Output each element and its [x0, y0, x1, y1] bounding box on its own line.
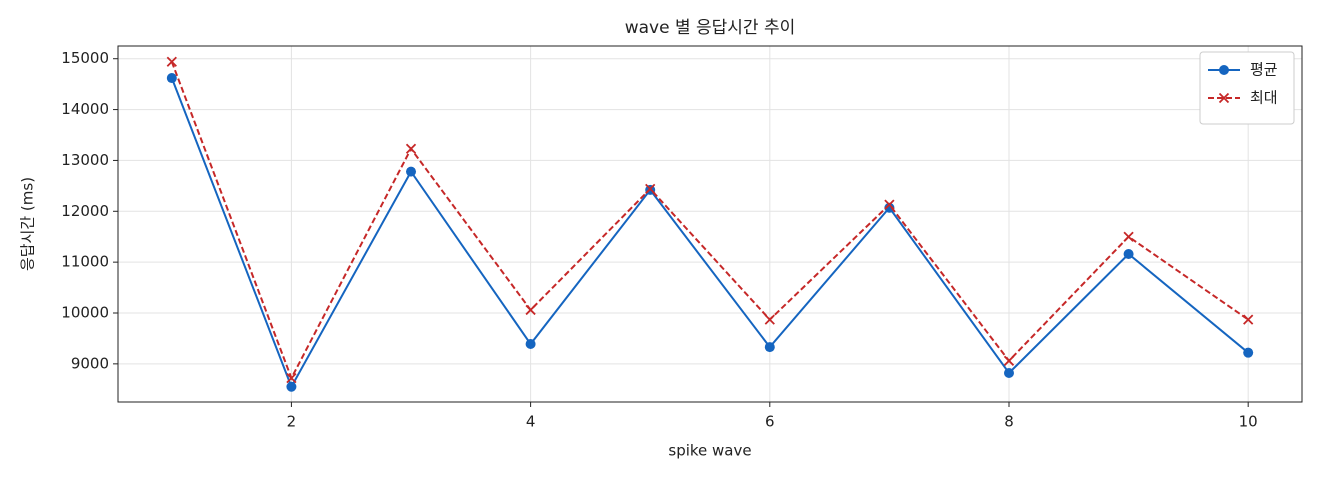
y-tick-label: 10000	[61, 304, 109, 322]
legend-marker	[1219, 65, 1229, 75]
y-axis-label: 응답시간 (ms)	[19, 177, 37, 271]
x-tick-label: 6	[765, 413, 775, 431]
legend-label: 최대	[1250, 89, 1278, 107]
data-point	[1003, 368, 1014, 379]
data-point	[884, 202, 895, 213]
data-point	[884, 199, 895, 210]
x-tick-label: 4	[526, 413, 536, 431]
data-point	[764, 342, 775, 353]
data-point	[286, 381, 297, 392]
y-tick-label: 9000	[71, 354, 109, 372]
legend-label: 평균	[1250, 61, 1278, 79]
y-tick-label: 15000	[61, 49, 109, 67]
chart-title: wave 별 응답시간 추이	[625, 18, 796, 38]
series-line	[170, 61, 1249, 381]
series-line	[170, 77, 1249, 390]
data-point	[166, 73, 177, 84]
legend-marker	[1218, 92, 1230, 104]
data-point	[645, 183, 656, 195]
data-point	[286, 372, 297, 384]
data-point	[1123, 231, 1134, 242]
data-point	[405, 143, 417, 154]
data-point	[764, 314, 775, 325]
x-axis-label: spike wave	[668, 442, 751, 460]
y-tick-label: 13000	[61, 151, 109, 169]
y-tick-label: 12000	[61, 202, 109, 220]
x-tick-label: 8	[1004, 413, 1014, 431]
x-tick-label: 10	[1239, 413, 1258, 431]
data-point	[406, 166, 417, 177]
x-tick-label: 2	[287, 413, 297, 431]
data-point	[166, 56, 177, 67]
plot-frame	[117, 45, 1303, 403]
data-point	[1243, 314, 1254, 325]
data-point	[1123, 249, 1134, 260]
legend-box	[1199, 51, 1295, 125]
data-point	[1243, 347, 1254, 358]
data-point	[1003, 355, 1015, 366]
data-point	[525, 339, 536, 350]
y-tick-label: 11000	[61, 253, 109, 271]
data-point	[525, 304, 536, 316]
y-tick-label: 14000	[61, 100, 109, 118]
